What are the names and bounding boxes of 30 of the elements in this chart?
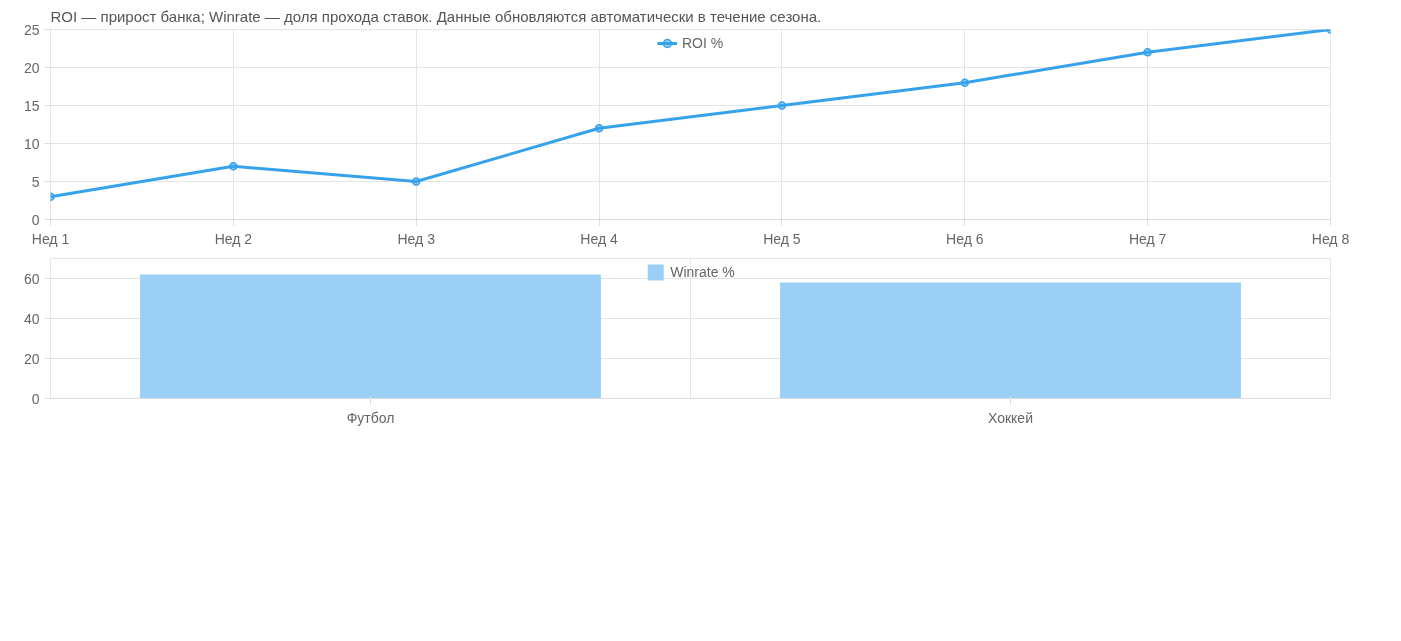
x-tick-label: Нед 4 <box>580 230 618 247</box>
y-tick-label: 60 <box>23 270 40 287</box>
legend-label: Winrate % <box>670 264 735 280</box>
x-tick-label: Нед 2 <box>214 230 253 247</box>
x-tick-label: Нед 3 <box>397 230 436 247</box>
point <box>411 177 421 186</box>
y-tick-label: 25 <box>23 21 40 38</box>
point <box>594 124 604 133</box>
y-tick-label: 5 <box>31 173 40 190</box>
text: ROI — прирост банка; Winrate — доля прохода ставок. Данные обновляются автоматически в течение сезона. <box>50 7 822 25</box>
x-tick-label: Нед 1 <box>31 230 70 247</box>
x-tick-label: Футбол <box>346 409 395 426</box>
x-tick-label: Нед 8 <box>1311 230 1350 247</box>
point <box>960 78 970 87</box>
point <box>777 101 787 110</box>
legend-label: ROI % <box>681 35 724 51</box>
y-tick-label: 0 <box>31 390 40 407</box>
x-tick-label: Нед 6 <box>946 230 984 247</box>
y-tick-label: 15 <box>23 97 40 114</box>
line-series <box>50 29 1331 201</box>
y-tick-label: 0 <box>31 211 40 228</box>
x-tick-label: Нед 5 <box>763 230 801 247</box>
y-tick-label: 20 <box>23 350 40 367</box>
y-tick-label: 10 <box>23 135 40 152</box>
y-tick-label: 20 <box>23 59 40 76</box>
point <box>229 162 238 171</box>
x-tick-label: Нед 7 <box>1128 230 1167 247</box>
x-tick-label: Хоккей <box>988 409 1033 426</box>
point <box>1143 48 1152 57</box>
y-tick-label: 40 <box>23 310 40 327</box>
